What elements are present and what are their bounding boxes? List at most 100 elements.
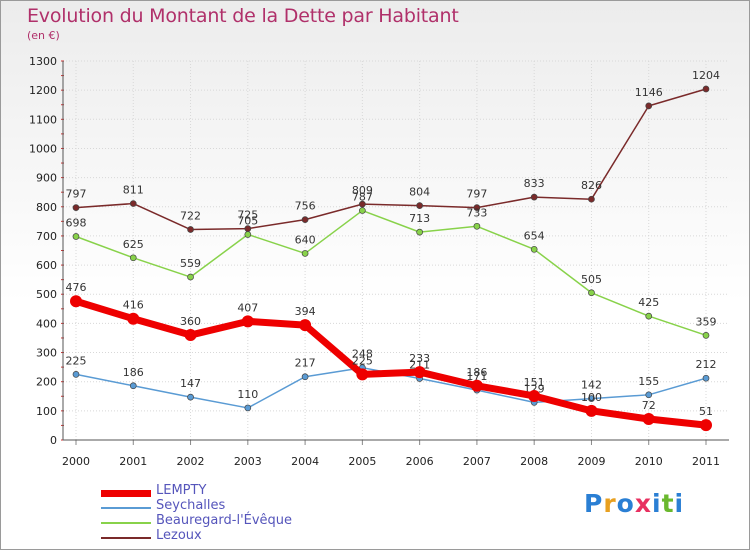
data-point [473,222,481,230]
data-point [356,368,369,381]
data-point [359,200,366,208]
data-point [702,85,710,93]
data-point [187,393,194,401]
data-label: 425 [638,296,659,309]
x-tick-label: 2008 [520,455,548,468]
y-tick-label: 1300 [29,55,57,68]
data-point [470,379,483,392]
data-point [416,228,423,236]
y-tick-label: 400 [36,317,57,330]
x-tick-label: 2006 [406,455,434,468]
data-point [588,195,595,203]
data-point [588,289,595,297]
data-label: 826 [581,179,602,192]
data-point [244,231,252,238]
data-label: 248 [352,348,373,361]
data-point [702,374,710,382]
data-point [301,373,309,381]
legend-swatch [101,522,151,524]
data-label: 394 [295,305,316,318]
data-point [244,404,252,412]
data-point [129,200,137,207]
data-label: 756 [295,200,316,213]
data-label: 625 [123,238,144,251]
series-line-lezoux [75,88,707,231]
data-label: 100 [581,391,602,404]
data-label: 797 [66,188,87,201]
data-point [645,312,653,320]
data-label: 359 [696,315,717,328]
x-tick-label: 2004 [291,455,319,468]
x-tick-label: 2009 [577,455,605,468]
x-tick-label: 2000 [62,455,90,468]
data-point [301,216,309,223]
data-label: 51 [699,405,713,418]
y-tick-label: 1100 [29,113,57,126]
data-point [473,204,481,211]
data-point [299,319,312,332]
data-label: 186 [466,366,487,379]
data-label: 698 [66,217,87,230]
data-label: 725 [237,209,258,222]
data-point [416,202,423,209]
series-line-lempty [74,297,707,429]
data-label: 833 [524,177,545,190]
data-point [72,371,80,378]
data-point [241,315,254,328]
data-label: 151 [524,376,545,389]
data-point [184,329,197,342]
data-label: 225 [66,354,87,367]
data-label: 186 [123,366,144,379]
x-tick-label: 2005 [348,455,376,468]
x-tick-label: 2003 [234,455,262,468]
legend-label: LEMPTY [156,483,207,498]
data-label: 147 [180,377,201,390]
x-tick-label: 2007 [463,455,491,468]
data-point [413,366,426,379]
data-point [585,404,598,417]
data-label: 211 [409,358,430,371]
data-point [528,389,541,402]
data-label: 72 [642,399,656,412]
data-label: 713 [409,212,430,225]
legend-label: Lezoux [156,528,202,543]
data-point [530,245,538,253]
data-label: 171 [466,370,487,383]
data-label: 811 [123,184,144,197]
data-label: 233 [409,352,430,365]
x-tick-label: 2011 [692,455,720,468]
data-point [645,391,653,399]
data-point [359,207,366,214]
y-tick-label: 1200 [29,84,57,97]
data-point [127,312,140,325]
data-point [187,226,194,233]
legend-swatch [101,537,151,539]
data-label: 360 [180,315,201,328]
y-tick-label: 900 [36,172,57,185]
data-point [72,204,80,211]
data-point [301,250,309,257]
legend-label: Beauregard-l'Évêque [156,513,293,528]
data-label: 809 [352,184,373,197]
data-label: 142 [581,379,602,392]
y-tick-label: 300 [36,347,57,360]
data-label: 705 [237,214,258,227]
y-tick-label: 500 [36,288,57,301]
data-point [129,254,137,262]
data-label: 110 [237,388,258,401]
data-label: 733 [466,206,487,219]
y-tick-label: 1000 [29,142,57,155]
data-label: 505 [581,273,602,286]
chart-subtitle: (en €) [27,29,60,42]
data-label: 804 [409,186,430,199]
data-point [70,295,82,308]
data-label: 654 [524,229,545,242]
series-line-beauregard-l-v-que [75,209,707,337]
y-tick-label: 700 [36,230,57,243]
chart-title: Evolution du Montant de la Dette par Hab… [27,5,459,27]
data-label: 212 [696,358,717,371]
data-point [129,382,137,390]
data-label: 416 [123,299,144,312]
legend-swatch [101,489,151,497]
